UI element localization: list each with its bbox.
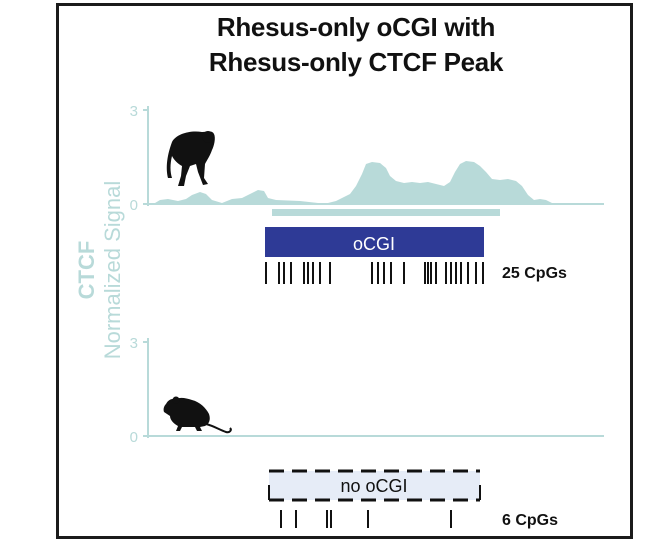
rhesus-cpg-label: 25 CpGs: [502, 265, 567, 282]
mouse-no-ocgi-box-fill: [269, 471, 480, 500]
mouse-icon: [163, 396, 232, 434]
rhesus-y-max-label: 3: [130, 103, 138, 120]
rhesus-ctcf-peak-bar: [272, 209, 500, 216]
mouse-cpg-label: 6 CpGs: [502, 512, 558, 529]
mouse-y-axis: 3 0: [130, 335, 149, 446]
monkey-icon: [166, 131, 215, 186]
rhesus-y-min-label: 0: [130, 197, 138, 214]
mouse-no-ocgi-label: no oCGI: [340, 476, 407, 496]
title-line-1: Rhesus-only oCGI with: [216, 12, 496, 42]
mouse-cpg-ticks: [280, 510, 452, 528]
rhesus-ocgi-label: oCGI: [353, 234, 395, 254]
rhesus-cpg-ticks: [265, 262, 484, 284]
title-line-2: Rhesus-only CTCF Peak: [208, 47, 504, 77]
mouse-y-max-label: 3: [130, 335, 138, 352]
mouse-y-min-label: 0: [130, 429, 138, 446]
figure-frame: [56, 3, 633, 539]
rhesus-ocgi-box: [265, 227, 484, 257]
rhesus-y-axis: 3 0: [130, 103, 149, 214]
rhesus-signal-area: [148, 161, 558, 204]
